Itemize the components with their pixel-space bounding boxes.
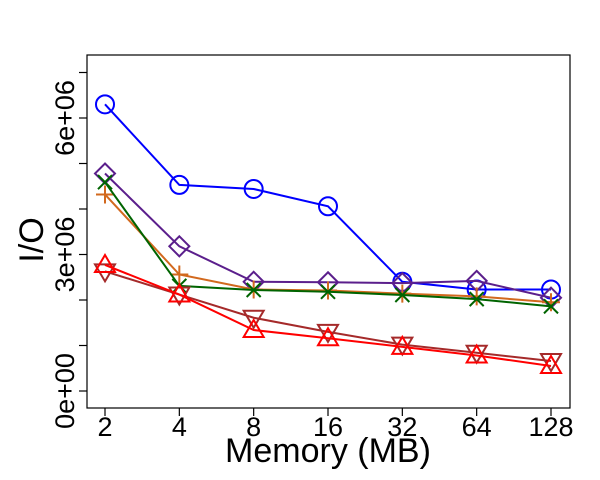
data-point-triangle-up: [167, 282, 192, 303]
y-axis: 0e+00 3e+06 6e+06: [50, 71, 87, 429]
data-point-plus: [542, 293, 560, 312]
data-point-triangle-up: [464, 343, 489, 364]
data-point-circle: [169, 174, 190, 195]
data-point-triangle-up: [316, 326, 340, 347]
x-tick-label: 64: [462, 412, 492, 442]
data-point-plus: [170, 265, 189, 284]
data-point-plus: [467, 287, 486, 306]
series-layer: [93, 94, 563, 374]
data-point-triangle-up: [390, 334, 415, 355]
y-tick-label: 3e+06: [50, 217, 80, 293]
data-point-x: [245, 282, 262, 298]
data-point-triangle-down: [241, 309, 266, 330]
series-line-triangle-up: [104, 264, 552, 367]
x-axis: 2 4 8 16 32 64 128: [97, 408, 574, 442]
x-tick-label: 128: [528, 412, 573, 442]
x-tick-label: 16: [313, 412, 343, 442]
data-point-diamond: [167, 234, 191, 258]
data-point-circle: [95, 94, 115, 115]
data-point-circle: [318, 196, 338, 217]
y-tick-label: 6e+06: [50, 80, 80, 156]
data-point-x: [468, 291, 485, 307]
data-point-circle: [243, 178, 264, 199]
x-tick-label: 4: [172, 412, 187, 442]
data-point-triangle-up: [241, 318, 266, 339]
series-triangle-up: [93, 252, 563, 374]
data-point-x: [543, 298, 559, 315]
series-cross: [97, 174, 559, 315]
series-triangle-down: [93, 263, 563, 373]
x-tick-label: 8: [246, 412, 261, 442]
data-point-triangle-up: [93, 252, 117, 273]
x-tick-label: 2: [97, 412, 112, 442]
data-point-triangle-down: [316, 323, 340, 344]
x-axis-label: Memory (MB): [225, 432, 431, 470]
data-point-triangle-up: [539, 354, 563, 374]
data-point-x: [394, 287, 411, 303]
data-point-x: [320, 284, 336, 300]
data-point-triangle-down: [539, 352, 563, 373]
data-point-plus: [96, 185, 114, 204]
y-tick-label: 0e+00: [50, 353, 80, 429]
data-point-x: [97, 174, 113, 190]
y-axis-label: I/O: [13, 217, 51, 262]
x-tick-label: 32: [387, 412, 417, 442]
